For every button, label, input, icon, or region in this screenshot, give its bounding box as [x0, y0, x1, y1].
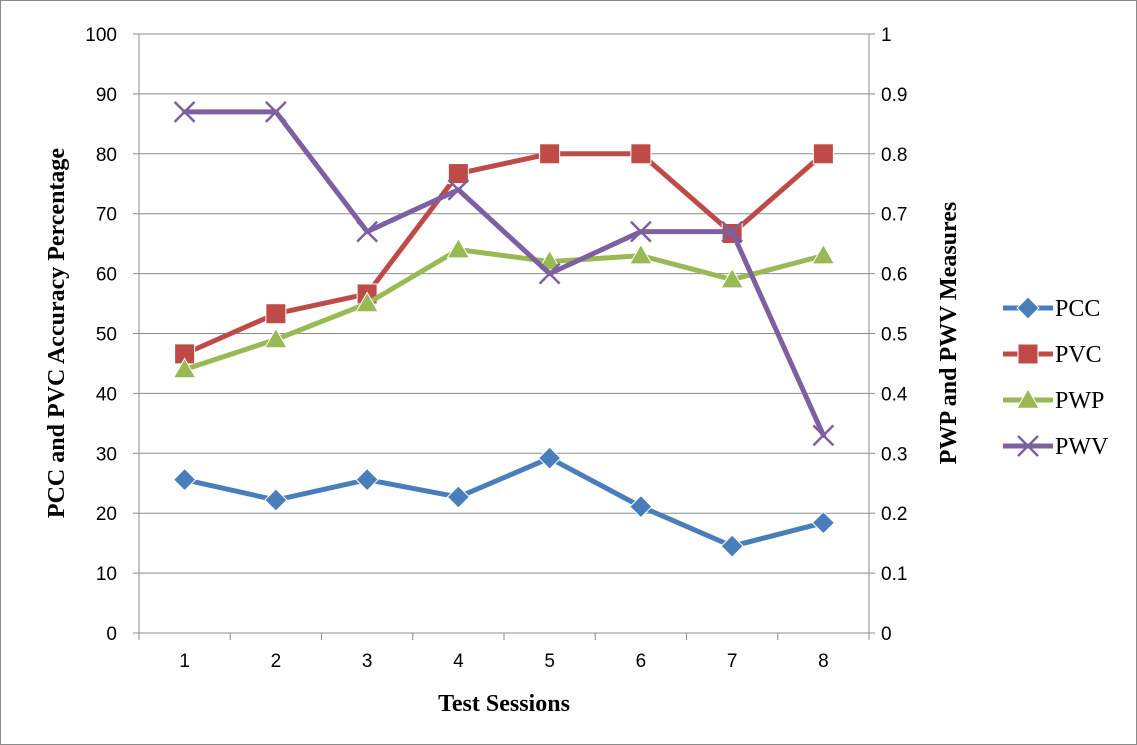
y2-tick-label: 0 [881, 624, 892, 645]
legend: PCC PVC PWP PWV [1003, 296, 1109, 460]
y-tick-label: 30 [96, 444, 117, 465]
data-point-pwp [355, 291, 379, 313]
y-tick-label: 50 [96, 325, 117, 346]
x-axis-title: Test Sessions [438, 691, 570, 717]
x-tick-label: 8 [818, 651, 829, 672]
data-point-pwp [629, 243, 653, 265]
data-point-pcc [355, 467, 379, 492]
y-tick-label: 10 [96, 564, 117, 585]
legend-marker [1016, 387, 1040, 409]
data-point-pwp [446, 237, 471, 259]
data-point-pwv [356, 220, 379, 243]
y2-tick-label: 0.7 [881, 205, 907, 226]
legend-label: PWP [1055, 388, 1104, 414]
legend-marker [1016, 296, 1040, 320]
series [172, 100, 836, 558]
y-tick-label: 20 [96, 504, 117, 525]
data-point-pwv [538, 262, 561, 285]
data-point-pwv [812, 424, 835, 447]
y2-tick-label: 0.9 [881, 85, 907, 106]
y-tick-label: 0 [106, 624, 117, 645]
series-line-pcc [182, 455, 826, 549]
data-point-pvc [539, 143, 561, 165]
data-point-pwp [537, 249, 562, 271]
data-point-pwv [447, 178, 470, 201]
y2-tick-label: 0.4 [881, 384, 908, 405]
y-tick-label: 60 [96, 265, 117, 286]
legend-item-pwv: PWV [1003, 434, 1109, 460]
data-point-pvc [447, 163, 469, 185]
legend-label: PWV [1055, 434, 1109, 460]
y2-tick-label: 1 [881, 25, 892, 46]
x-tick-label: 6 [636, 651, 647, 672]
data-point-pwv [629, 220, 652, 243]
data-point-pcc [629, 494, 653, 519]
x-marker-stroke [264, 100, 287, 123]
legend-marker [1017, 343, 1039, 365]
x-marker-stroke [812, 424, 835, 447]
data-point-pwv [721, 220, 744, 243]
data-point-pwp [172, 357, 197, 379]
x-tick-label: 4 [453, 651, 464, 672]
series-line-pwp [182, 247, 826, 372]
legend-marker [1017, 435, 1039, 457]
x-marker-stroke [538, 262, 561, 285]
x-marker-stroke [1017, 435, 1039, 457]
data-point-pcc [172, 467, 197, 492]
data-point-pcc [264, 488, 288, 512]
y-tick-label: 70 [96, 205, 117, 226]
y-tick-label: 90 [96, 85, 117, 106]
data-point-pcc [446, 485, 471, 509]
data-point-pcc [720, 534, 744, 558]
y2-tick-label: 0.6 [881, 265, 907, 286]
data-point-pvc [812, 143, 834, 165]
series-line-pvc [182, 151, 826, 357]
y2-tick-label: 0.3 [881, 444, 907, 465]
x-marker-stroke [721, 220, 744, 243]
y2-tick-label: 0.5 [881, 325, 907, 346]
x-marker-stroke [629, 220, 652, 243]
legend-item-pcc: PCC [1003, 296, 1100, 322]
data-point-pwv [264, 100, 287, 123]
data-point-pwp [264, 327, 288, 349]
data-point-pvc [630, 143, 652, 165]
x-marker-stroke [447, 178, 470, 201]
y-axis-title: PCC and PVC Accuracy Percentage [44, 148, 70, 518]
x-tick-label: 5 [544, 651, 555, 672]
x-marker-stroke [356, 220, 379, 243]
legend-label: PVC [1055, 342, 1102, 368]
grid [139, 33, 869, 634]
x-tick-label: 3 [362, 651, 373, 672]
y-tick-label: 80 [96, 145, 117, 166]
x-tick-label: 7 [727, 651, 738, 672]
legend-item-pwp: PWP [1003, 387, 1104, 414]
x-tick-label: 2 [271, 651, 282, 672]
data-point-pwv [173, 100, 196, 123]
y-tick-label: 40 [96, 384, 117, 405]
y-tick-label: 100 [85, 25, 117, 46]
legend-item-pvc: PVC [1003, 342, 1102, 368]
data-point-pcc [537, 446, 562, 470]
y2-tick-label: 0.1 [881, 564, 907, 585]
legend-label: PCC [1055, 296, 1100, 322]
data-point-pcc [811, 511, 836, 535]
data-point-pwp [811, 243, 836, 265]
y2-axis-title: PWP and PWV Measures [936, 202, 962, 464]
x-tick-label: 1 [179, 651, 190, 672]
data-point-pvc [265, 303, 287, 325]
y2-tick-label: 0.8 [881, 145, 907, 166]
y2-tick-label: 0.2 [881, 504, 907, 525]
axes: 0 0 10 0.1 20 0.2 30 0.3 40 0.4 50 0.5 60 0.6 70 0.7 80 0… [85, 25, 908, 672]
x-marker-stroke [173, 100, 196, 123]
data-point-pwp [720, 267, 744, 289]
series-line-pwv [182, 109, 826, 438]
